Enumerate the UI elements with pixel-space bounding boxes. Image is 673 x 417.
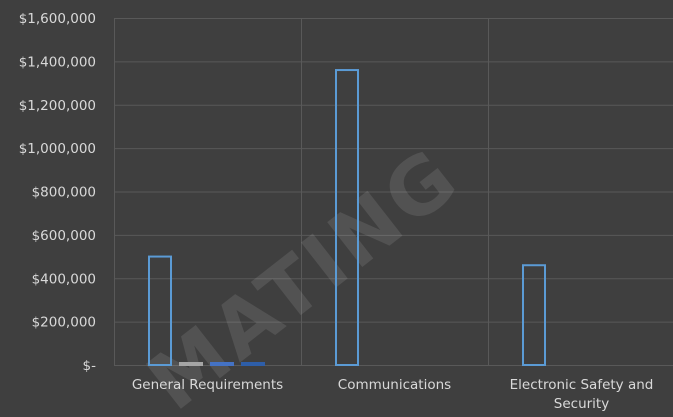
x-axis-category-labels: General Requirements Communications Electr… xyxy=(132,377,654,412)
x-category-label: Electronic Safety and Security xyxy=(510,377,654,412)
gridlines xyxy=(114,18,673,366)
watermark: MATING xyxy=(132,131,477,417)
y-tick-label: $1,400,000 xyxy=(19,54,96,70)
y-axis-tick-labels: $- $200,000 $400,000 $600,000 $800,000 $1,000… xyxy=(19,11,96,374)
y-tick-label: $1,000,000 xyxy=(19,141,96,157)
y-tick-label: $600,000 xyxy=(32,228,96,244)
bar xyxy=(335,69,359,367)
bar xyxy=(148,255,172,366)
y-tick-label: $400,000 xyxy=(32,271,96,287)
bar xyxy=(522,264,546,366)
y-tick-label: $200,000 xyxy=(32,315,96,331)
watermark-text: MATING xyxy=(132,131,477,413)
y-tick-label: $1,600,000 xyxy=(19,11,96,27)
y-tick-label: $- xyxy=(83,358,97,374)
bar xyxy=(210,362,234,366)
y-tick-label: $800,000 xyxy=(32,185,96,201)
bar xyxy=(179,362,203,366)
bar xyxy=(241,362,265,366)
y-tick-label: $1,200,000 xyxy=(19,98,96,114)
x-category-label: Communications xyxy=(338,377,451,393)
bars xyxy=(148,69,546,367)
x-category-label: General Requirements xyxy=(132,377,283,393)
